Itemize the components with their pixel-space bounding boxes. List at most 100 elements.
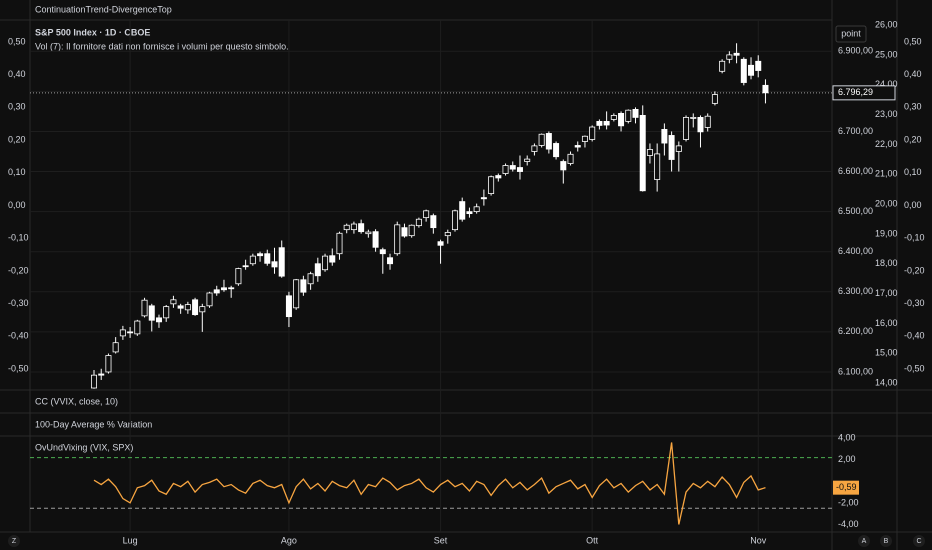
- last-price-label: 6.796,29: [838, 87, 873, 97]
- symbol-title[interactable]: S&P 500 Index · 1D · CBOE: [35, 27, 150, 37]
- candle-body: [192, 299, 199, 316]
- candle-body: [127, 331, 134, 334]
- candle-body: [451, 210, 458, 231]
- candle-body: [603, 121, 610, 126]
- toolbar-label[interactable]: A: [862, 538, 867, 545]
- scale-mode-label[interactable]: point: [841, 28, 861, 38]
- candle-body: [524, 158, 531, 162]
- y-tick-label: 0,20: [8, 134, 26, 144]
- y-tick-label: -2,00: [838, 497, 859, 507]
- y-tick-label: 0,10: [904, 167, 922, 177]
- candle-body: [423, 210, 430, 219]
- candle-body: [632, 108, 639, 118]
- toolbar-label[interactable]: C: [916, 538, 921, 545]
- pane-title[interactable]: OvUndVixing (VIX, SPX): [35, 442, 133, 452]
- x-tick-label: Ago: [281, 535, 297, 545]
- volume-note: Vol (7): Il fornitore dati non fornisce …: [35, 41, 289, 51]
- candle-body: [170, 299, 177, 305]
- candle-body: [177, 305, 184, 309]
- y-tick-label: 6.700,00: [838, 126, 873, 136]
- toolbar-label[interactable]: B: [884, 538, 889, 545]
- candle-body: [329, 255, 336, 263]
- y-tick-label: 21,00: [875, 169, 898, 179]
- y-tick-label: -4,00: [838, 519, 859, 529]
- candle-body: [459, 201, 466, 220]
- candle-body: [394, 224, 401, 255]
- candle-body: [683, 117, 690, 140]
- y-tick-label: 16,00: [875, 318, 898, 328]
- toolbar-button[interactable]: [880, 535, 892, 547]
- y-tick-label: 24,00: [875, 79, 898, 89]
- last-value-label: -0,59: [836, 482, 857, 492]
- candle-body: [733, 52, 740, 56]
- candle-body: [336, 232, 343, 255]
- candle-body: [488, 176, 495, 194]
- y-tick-label: -0,10: [904, 233, 925, 243]
- candle-body: [105, 355, 112, 373]
- y-tick-label: 4,00: [838, 433, 856, 443]
- candle-body: [553, 143, 560, 158]
- x-tick-label: Nov: [750, 535, 767, 545]
- candle-body: [235, 268, 242, 285]
- candle-body: [690, 117, 697, 119]
- y-tick-label: 0,20: [904, 134, 922, 144]
- candle-body: [755, 60, 762, 71]
- candle-body: [646, 149, 653, 156]
- indicator-title[interactable]: ContinuationTrend-DivergenceTop: [35, 4, 172, 14]
- last-value-box: [833, 480, 859, 495]
- candle-body: [199, 306, 206, 313]
- candle-body: [574, 145, 581, 148]
- candle-body: [91, 374, 98, 389]
- candle-body: [184, 304, 191, 311]
- y-tick-label: -0,30: [904, 298, 925, 308]
- last-price-box: [832, 85, 896, 101]
- y-tick-label: -0,50: [904, 363, 925, 373]
- candle-body: [372, 231, 379, 248]
- y-tick-label: -0,20: [904, 265, 925, 275]
- candle-body: [740, 58, 747, 83]
- candle-body: [293, 279, 300, 309]
- y-tick-label: 0,10: [8, 167, 26, 177]
- toolbar-button[interactable]: [858, 535, 870, 547]
- y-tick-label: 2,00: [838, 454, 856, 464]
- candle-body: [163, 306, 170, 319]
- candle-body: [538, 133, 545, 146]
- candle-body: [300, 279, 307, 293]
- candle-body: [134, 320, 141, 335]
- y-tick-label: 15,00: [875, 348, 898, 358]
- pane-title[interactable]: 100-Day Average % Variation: [35, 419, 152, 429]
- y-tick-label: 6.900,00: [838, 46, 873, 56]
- candle-body: [531, 145, 538, 152]
- y-tick-label: 0,30: [904, 102, 922, 112]
- candle-body: [242, 265, 249, 268]
- scale-mode-button[interactable]: [835, 25, 867, 43]
- toolbar-button[interactable]: [8, 535, 20, 547]
- candle-body: [567, 153, 574, 164]
- y-tick-label: 6.200,00: [838, 326, 873, 336]
- candle-body: [278, 247, 285, 277]
- candle-body: [228, 287, 235, 290]
- candle-body: [437, 241, 444, 246]
- candle-body: [661, 129, 668, 144]
- y-tick-label: 0,40: [904, 69, 922, 79]
- candle-body: [719, 60, 726, 72]
- candle-body: [581, 135, 588, 142]
- candle-body: [726, 54, 733, 60]
- candle-body: [322, 255, 329, 271]
- candle-body: [480, 197, 487, 200]
- toolbar-label[interactable]: Z: [12, 538, 17, 545]
- y-tick-label: 0,00: [904, 200, 922, 210]
- y-tick-label: -0,20: [8, 265, 29, 275]
- candle-body: [387, 257, 394, 265]
- candle-body: [668, 135, 675, 160]
- pane-title[interactable]: CC (VVIX, close, 10): [35, 396, 118, 406]
- y-tick-label: 0,40: [8, 69, 26, 79]
- candle-body: [365, 231, 372, 235]
- y-tick-label: 0,30: [8, 102, 26, 112]
- y-tick-label: -0,10: [8, 233, 29, 243]
- y-tick-label: 26,00: [875, 19, 898, 29]
- toolbar-button[interactable]: [913, 535, 925, 547]
- candle-body: [206, 292, 213, 307]
- y-tick-label: 17,00: [875, 288, 898, 298]
- y-tick-label: 0,00: [8, 200, 26, 210]
